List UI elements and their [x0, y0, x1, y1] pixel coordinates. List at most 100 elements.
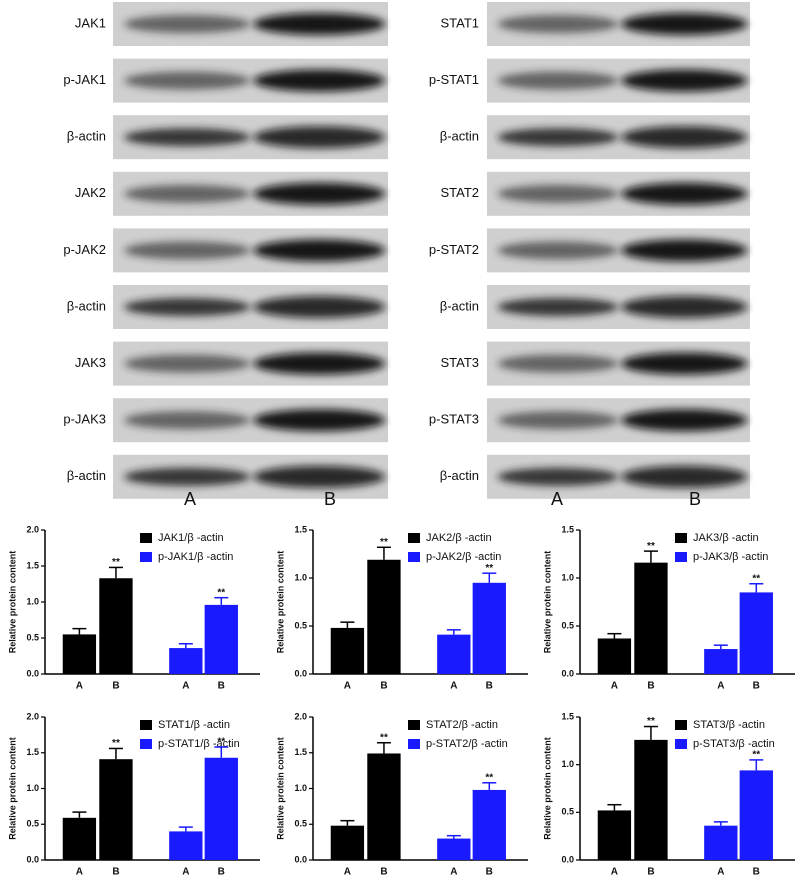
bar [169, 831, 203, 860]
bar [739, 770, 773, 860]
y-axis-label: Relative protein content [7, 737, 17, 840]
y-axis-label: Relative protein content [275, 737, 285, 840]
y-tick-label: 0.0 [26, 854, 39, 864]
blot-band [621, 182, 748, 205]
legend-swatch [408, 739, 420, 749]
bar [437, 838, 471, 860]
significance-label: ** [752, 750, 760, 761]
legend-label: STAT1/β -actin [158, 719, 230, 731]
y-tick-label: 2.0 [294, 711, 307, 721]
y-axis-label: Relative protein content [275, 551, 285, 654]
blot-label: JAK3 [75, 355, 106, 370]
blot-band [621, 352, 748, 375]
y-tick-label: 0.5 [26, 632, 39, 642]
blot-band [621, 13, 748, 35]
x-tick-label: A [76, 867, 83, 878]
y-tick-label: 1.0 [26, 783, 39, 793]
bar [99, 759, 133, 860]
significance-label: ** [647, 716, 655, 727]
blot-band [497, 298, 619, 316]
blot-band [621, 126, 748, 149]
blot-band [253, 69, 386, 92]
y-tick-label: 1.0 [561, 572, 574, 582]
x-tick-label: B [218, 681, 225, 692]
legend-swatch [408, 552, 420, 562]
y-tick-label: 1.0 [294, 783, 307, 793]
blot-band [253, 465, 386, 488]
legend-label: p-STAT3/β -actin [693, 738, 775, 750]
legend-label: JAK1/β -actin [158, 532, 224, 544]
significance-label: ** [380, 537, 388, 548]
blot-label: β-actin [440, 129, 479, 144]
x-tick-label: A [76, 681, 83, 692]
blot-band [497, 71, 619, 90]
legend-swatch [675, 552, 687, 562]
blot-band [124, 15, 251, 33]
significance-label: ** [752, 573, 760, 584]
legend-label: p-JAK3/β -actin [693, 551, 768, 563]
legend-swatch [140, 739, 152, 749]
legend-swatch [140, 720, 152, 730]
bar [330, 825, 365, 860]
blot-band [621, 409, 748, 432]
y-axis-label: Relative protein content [7, 551, 17, 654]
bar [367, 753, 401, 860]
blot-label: β-actin [440, 298, 479, 313]
blot-band [253, 182, 386, 205]
y-tick-label: 1.5 [294, 524, 307, 534]
y-axis-label: Relative protein content [542, 737, 552, 840]
blot-label: STAT3 [440, 355, 479, 370]
lane-label: A [551, 489, 563, 509]
blot-band [253, 296, 386, 318]
legend-swatch [408, 533, 420, 543]
x-tick-label: B [486, 867, 493, 878]
lane-label: A [184, 489, 196, 509]
y-tick-label: 0.5 [561, 620, 574, 630]
x-tick-label: B [753, 681, 760, 692]
blot-label: STAT2 [440, 185, 479, 200]
x-tick-label: B [218, 867, 225, 878]
legend-swatch [675, 739, 687, 749]
bar [367, 559, 401, 674]
blot-band [253, 352, 386, 375]
x-tick-label: B [112, 867, 119, 878]
bar [437, 634, 471, 674]
legend-label: p-STAT1/β -actin [158, 738, 240, 750]
x-tick-label: A [717, 867, 724, 878]
bar [597, 810, 632, 860]
legend-swatch [675, 533, 687, 543]
x-tick-label: A [450, 681, 457, 692]
blot-band [497, 15, 619, 33]
blot-band [253, 239, 386, 262]
y-tick-label: 0.5 [26, 819, 39, 829]
blot-band [497, 467, 619, 486]
y-tick-label: 1.5 [26, 747, 39, 757]
blot-band [124, 241, 251, 260]
blot-label: β-actin [440, 468, 479, 483]
y-tick-label: 1.5 [561, 524, 574, 534]
blot-label: JAK1 [75, 15, 106, 30]
y-tick-label: 1.5 [26, 560, 39, 570]
blot-band [497, 184, 619, 203]
bar [634, 562, 668, 674]
significance-label: ** [485, 772, 493, 783]
blot-band [253, 13, 386, 35]
blot-band [124, 71, 251, 90]
blot-band [497, 128, 619, 147]
blot-band [497, 241, 619, 260]
legend-label: STAT2/β -actin [426, 719, 498, 731]
bar [472, 789, 506, 860]
bar [472, 582, 506, 674]
bar [597, 638, 632, 674]
bar [204, 757, 238, 860]
x-tick-label: A [717, 681, 724, 692]
significance-label: ** [217, 587, 225, 598]
legend-swatch [408, 720, 420, 730]
legend-label: p-JAK2/β -actin [426, 551, 501, 563]
x-tick-label: A [344, 681, 351, 692]
blot-band [621, 296, 748, 318]
blot-band [253, 409, 386, 432]
lane-label: B [324, 489, 336, 509]
blot-band [621, 465, 748, 488]
